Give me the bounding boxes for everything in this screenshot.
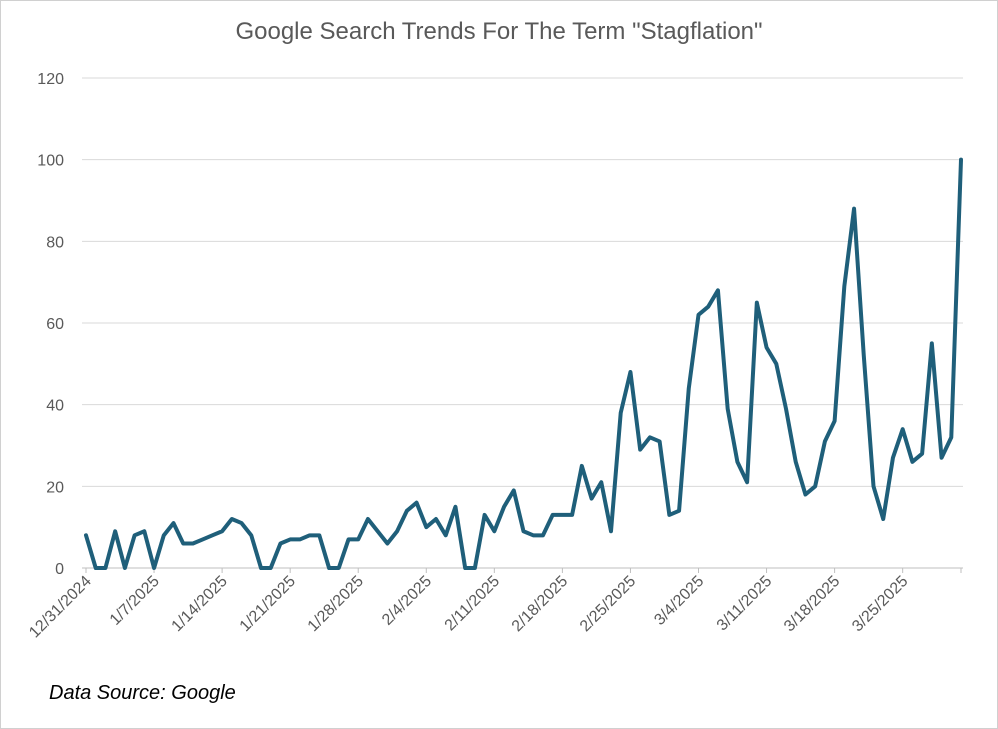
gridlines (82, 77, 963, 487)
y-tick-label: 20 (46, 479, 64, 496)
y-tick-label: 100 (37, 153, 64, 170)
x-tick-label: 2/25/2025 (577, 573, 639, 635)
series-layer (84, 157, 963, 570)
x-tick-label: 1/14/2025 (169, 573, 231, 635)
y-tick-label: 120 (37, 71, 64, 88)
x-tick-label: 3/25/2025 (849, 573, 911, 635)
x-axis-ticks: 12/31/2024 1/7/2025 1/14/2025 1/21/2025 1/28… (26, 573, 911, 642)
x-tick-label: 2/4/2025 (379, 573, 435, 629)
y-tick-label: 80 (46, 234, 64, 251)
x-tick-label: 1/21/2025 (237, 573, 299, 635)
y-tick-label: 0 (55, 561, 64, 578)
x-axis (82, 567, 963, 573)
x-tick-label: 3/18/2025 (781, 573, 843, 635)
x-tick-label: 12/31/2024 (26, 573, 95, 642)
x-tick-label: 1/7/2025 (107, 573, 163, 629)
x-tick-label: 2/18/2025 (509, 573, 571, 635)
data-source-note: Data Source: Google (49, 682, 236, 704)
y-tick-label: 60 (46, 316, 64, 333)
x-tick-label: 3/4/2025 (651, 573, 707, 629)
x-tick-label: 1/28/2025 (305, 573, 367, 635)
chart-title: Google Search Trends For The Term "Stagf… (235, 18, 763, 45)
x-tick-label: 2/11/2025 (442, 573, 504, 635)
y-axis-ticks: 0 20 40 60 80 100 120 (37, 71, 64, 578)
y-tick-label: 40 (46, 398, 64, 415)
x-tick-label: 3/11/2025 (714, 573, 776, 635)
series-line (84, 157, 963, 570)
